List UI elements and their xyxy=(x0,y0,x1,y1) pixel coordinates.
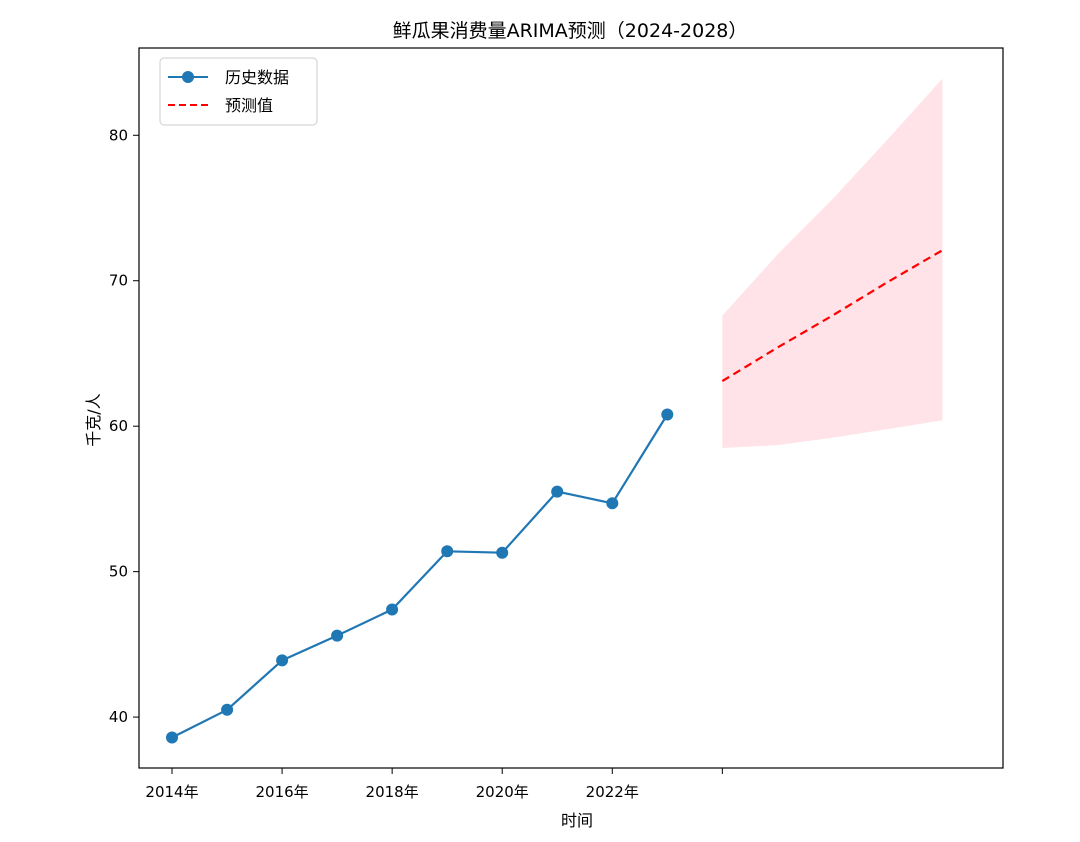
x-tick-label: 2014年 xyxy=(145,783,198,801)
y-axis-label: 千克/人 xyxy=(84,393,103,446)
legend-forecast-label: 预测值 xyxy=(225,96,273,115)
legend: 历史数据 预测值 xyxy=(159,57,318,126)
y-tick-label: 40 xyxy=(109,708,128,726)
history-point xyxy=(221,703,234,716)
x-axis: 2014年 2016年 2018年 2020年 2022年 xyxy=(145,768,723,801)
legend-history-marker xyxy=(182,71,194,83)
legend-history-label: 历史数据 xyxy=(225,68,289,87)
y-tick-label: 50 xyxy=(109,563,128,581)
y-axis: 40 50 60 70 80 xyxy=(109,126,139,726)
x-tick-label: 2016年 xyxy=(255,783,308,801)
history-point xyxy=(276,654,289,667)
history-point xyxy=(496,546,509,559)
plot-area xyxy=(166,78,944,744)
forecast-confidence-band xyxy=(722,78,943,448)
y-tick-label: 60 xyxy=(109,417,128,435)
plot-frame xyxy=(138,47,1004,769)
history-point xyxy=(661,408,674,421)
x-tick-label: 2018年 xyxy=(366,783,419,801)
history-point xyxy=(441,545,454,558)
history-point xyxy=(166,731,178,744)
history-point xyxy=(331,629,344,642)
x-tick-label: 2020年 xyxy=(476,783,529,801)
chart-title: 鲜瓜果消费量ARIMA预测（2024-2028） xyxy=(393,20,748,42)
legend-box xyxy=(159,57,318,126)
history-series-line xyxy=(171,413,669,739)
y-tick-label: 80 xyxy=(109,126,128,144)
history-point xyxy=(606,497,619,510)
x-axis-label: 时间 xyxy=(561,811,593,830)
y-tick-label: 70 xyxy=(109,272,128,290)
history-point xyxy=(551,485,564,498)
x-tick-label: 2022年 xyxy=(586,783,639,801)
forecast-series-line xyxy=(721,249,944,383)
history-point xyxy=(386,603,399,616)
